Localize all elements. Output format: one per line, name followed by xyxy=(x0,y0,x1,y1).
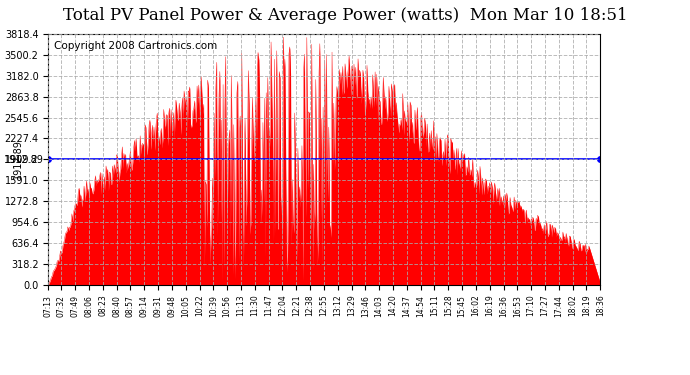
Text: Total PV Panel Power & Average Power (watts)  Mon Mar 10 18:51: Total PV Panel Power & Average Power (wa… xyxy=(63,8,627,24)
Text: Copyright 2008 Cartronics.com: Copyright 2008 Cartronics.com xyxy=(54,41,217,51)
Text: 1912.89: 1912.89 xyxy=(13,139,23,179)
